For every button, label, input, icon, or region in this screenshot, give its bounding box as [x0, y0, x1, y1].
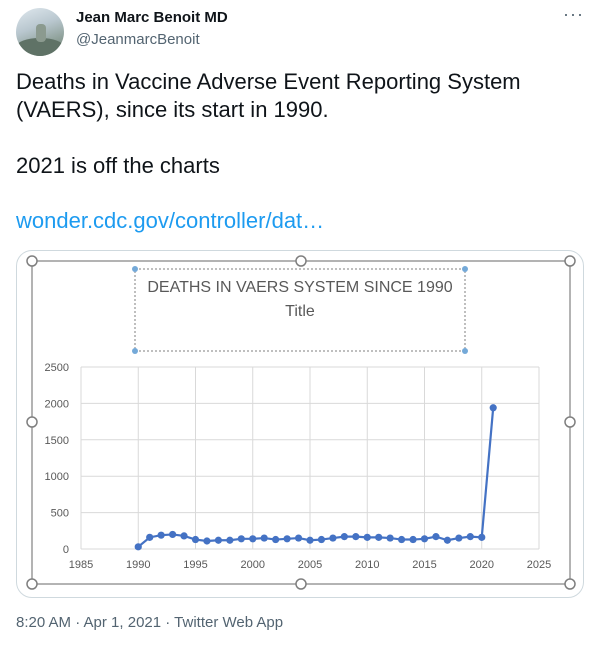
x-tick-label: 2015	[412, 559, 436, 571]
x-tick-label: 1990	[126, 559, 150, 571]
title-selection-box	[134, 268, 466, 352]
x-tick-label: 2025	[527, 559, 551, 571]
chart-title: DEATHS IN VAERS SYSTEM SINCE 1990	[147, 279, 452, 296]
author-name[interactable]: Jean Marc Benoit MD	[76, 9, 228, 26]
frame-handle	[295, 255, 307, 267]
data-point	[157, 531, 165, 539]
y-tick-label: 500	[51, 508, 69, 520]
y-tick-label: 2000	[45, 398, 69, 410]
data-point	[226, 536, 234, 544]
grid	[80, 366, 540, 550]
avatar-figure	[36, 24, 46, 42]
avatar-hill	[16, 38, 64, 56]
data-point	[191, 535, 200, 544]
data-point	[134, 543, 142, 551]
author-handle[interactable]: @JeanmarcBenoit	[76, 31, 200, 48]
data-point	[489, 404, 497, 412]
x-tick-label: 2010	[355, 559, 379, 571]
data-point	[203, 537, 211, 545]
data-point	[340, 533, 348, 541]
y-tick-label: 1000	[45, 471, 69, 483]
frame-handle	[564, 578, 576, 590]
data-point	[237, 535, 245, 543]
x-tick-label: 2005	[298, 559, 322, 571]
title-handle	[462, 348, 468, 354]
tweet-media[interactable]: DEATHS IN VAERS SYSTEM SINCE 1990 Title …	[16, 250, 584, 598]
tweet-text: Deaths in Vaccine Adverse Event Reportin…	[16, 69, 521, 178]
data-point	[272, 535, 280, 544]
data-point	[180, 532, 188, 540]
frame-handle	[26, 416, 38, 428]
data-point	[329, 534, 337, 542]
data-point	[409, 535, 417, 544]
data-point	[375, 533, 383, 541]
data-point	[386, 534, 394, 542]
data-point	[317, 535, 326, 544]
frame-handle	[564, 255, 576, 267]
chart: DEATHS IN VAERS SYSTEM SINCE 1990 Title …	[26, 255, 576, 590]
series-line-path	[137, 407, 495, 548]
tweet-link[interactable]: wonder.cdc.gov/controller/dat…	[16, 208, 325, 233]
data-point	[214, 536, 222, 544]
more-options-icon[interactable]: ···	[563, 4, 584, 24]
title-handle	[132, 266, 138, 272]
avatar[interactable]	[16, 8, 64, 56]
x-tick-label: 2000	[241, 559, 265, 571]
data-point	[363, 533, 371, 541]
title-handle	[462, 266, 468, 272]
frame-handle	[295, 578, 307, 590]
data-point	[294, 534, 303, 542]
data-point	[432, 533, 440, 541]
y-tick-label: 1500	[45, 435, 69, 447]
chart-subtitle: Title	[285, 303, 315, 320]
data-point	[420, 535, 429, 543]
x-tick-label: 1995	[183, 559, 207, 571]
y-tick-label: 0	[63, 544, 69, 556]
frame-handle	[564, 416, 576, 428]
data-point	[352, 533, 360, 541]
title-handle	[132, 348, 138, 354]
tweet-timestamp[interactable]: 8:20 AM · Apr 1, 2021 · Twitter Web App	[16, 614, 284, 631]
x-tick-label: 1985	[69, 559, 93, 571]
data-point	[466, 533, 474, 541]
data-point	[398, 535, 406, 544]
data-point	[249, 535, 257, 543]
series-points	[134, 404, 497, 551]
series-line	[137, 407, 495, 548]
frame-handle	[26, 255, 38, 267]
data-point	[283, 535, 291, 543]
frame-handle	[26, 578, 38, 590]
data-point	[146, 533, 154, 541]
data-point	[443, 536, 451, 544]
x-tick-label: 2020	[470, 559, 494, 571]
data-point	[169, 530, 177, 539]
y-tick-label: 2500	[45, 362, 69, 374]
data-point	[455, 534, 463, 542]
data-point	[306, 536, 314, 544]
data-point	[478, 533, 486, 541]
axis-labels: 1985 1990 1995 2000 2005 2010 2015 2020 2025 0 500…	[45, 362, 552, 571]
data-point	[260, 534, 268, 542]
